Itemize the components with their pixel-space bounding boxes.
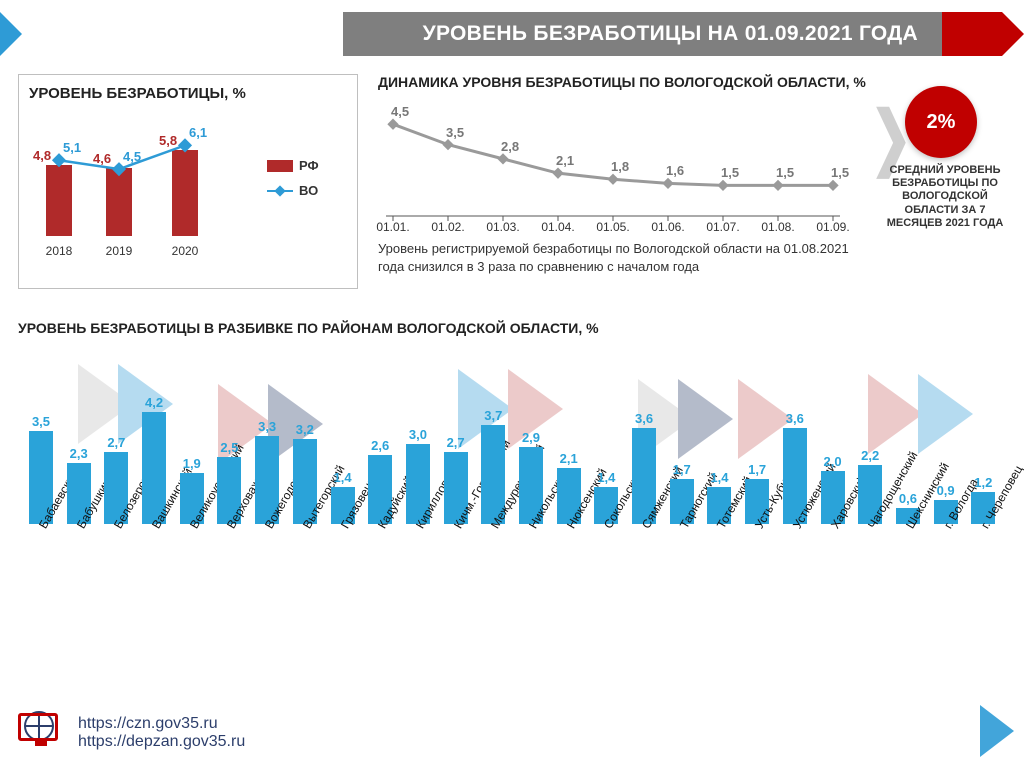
bar-chart: 20184,820194,620205,85,14,56,1 [29, 108, 259, 258]
footer-link-1[interactable]: https://czn.gov35.ru [78, 715, 245, 733]
trend-caption: Уровень регистрируемой безработицы по Во… [378, 240, 868, 275]
stat-badge: 2% [905, 86, 977, 158]
districts-title: УРОВЕНЬ БЕЗРАБОТИЦЫ В РАЗБИВКЕ ПО РАЙОНА… [18, 320, 1006, 336]
trend-chart: 4,501.01.3,501.02.2,801.03.2,101.04.1,80… [378, 94, 848, 234]
bar-chart-legend: РФ ВО [267, 158, 347, 208]
footer: https://czn.gov35.ru https://depzan.gov3… [18, 713, 245, 753]
bar-chart-panel: УРОВЕНЬ БЕЗРАБОТИЦЫ, % 20184,820194,6202… [18, 74, 358, 289]
stat-badge-value: 2% [927, 111, 956, 134]
page-header: УРОВЕНЬ БЕЗРАБОТИЦЫ НА 01.09.2021 ГОДА [343, 12, 1024, 56]
districts-chart: 3,5Бабаевский2,3Бабушкинский2,7Белозерск… [18, 344, 1006, 674]
stat-badge-caption: СРЕДНИЙ УРОВЕНЬ БЕЗРАБОТИЦЫ ПО ВОЛОГОДСК… [880, 164, 1010, 230]
legend-label-vo: ВО [299, 183, 318, 198]
trend-panel: ДИНАМИКА УРОВНЯ БЕЗРАБОТИЦЫ ПО ВОЛОГОДСК… [378, 74, 868, 289]
legend-swatch-vo [267, 185, 293, 197]
banner-arrow [1002, 12, 1024, 56]
website-icon [18, 713, 64, 753]
legend-label-rf: РФ [299, 158, 319, 173]
trend-title: ДИНАМИКА УРОВНЯ БЕЗРАБОТИЦЫ ПО ВОЛОГОДСК… [378, 74, 868, 90]
bar-chart-title: УРОВЕНЬ БЕЗРАБОТИЦЫ, % [29, 85, 347, 102]
legend-swatch-rf [267, 160, 293, 172]
banner-red [942, 12, 1002, 56]
banner-left-arrow [0, 12, 22, 56]
page-title: УРОВЕНЬ БЕЗРАБОТИЦЫ НА 01.09.2021 ГОДА [343, 12, 942, 56]
footer-link-2[interactable]: https://depzan.gov35.ru [78, 733, 245, 751]
corner-arrow-icon [980, 705, 1014, 757]
